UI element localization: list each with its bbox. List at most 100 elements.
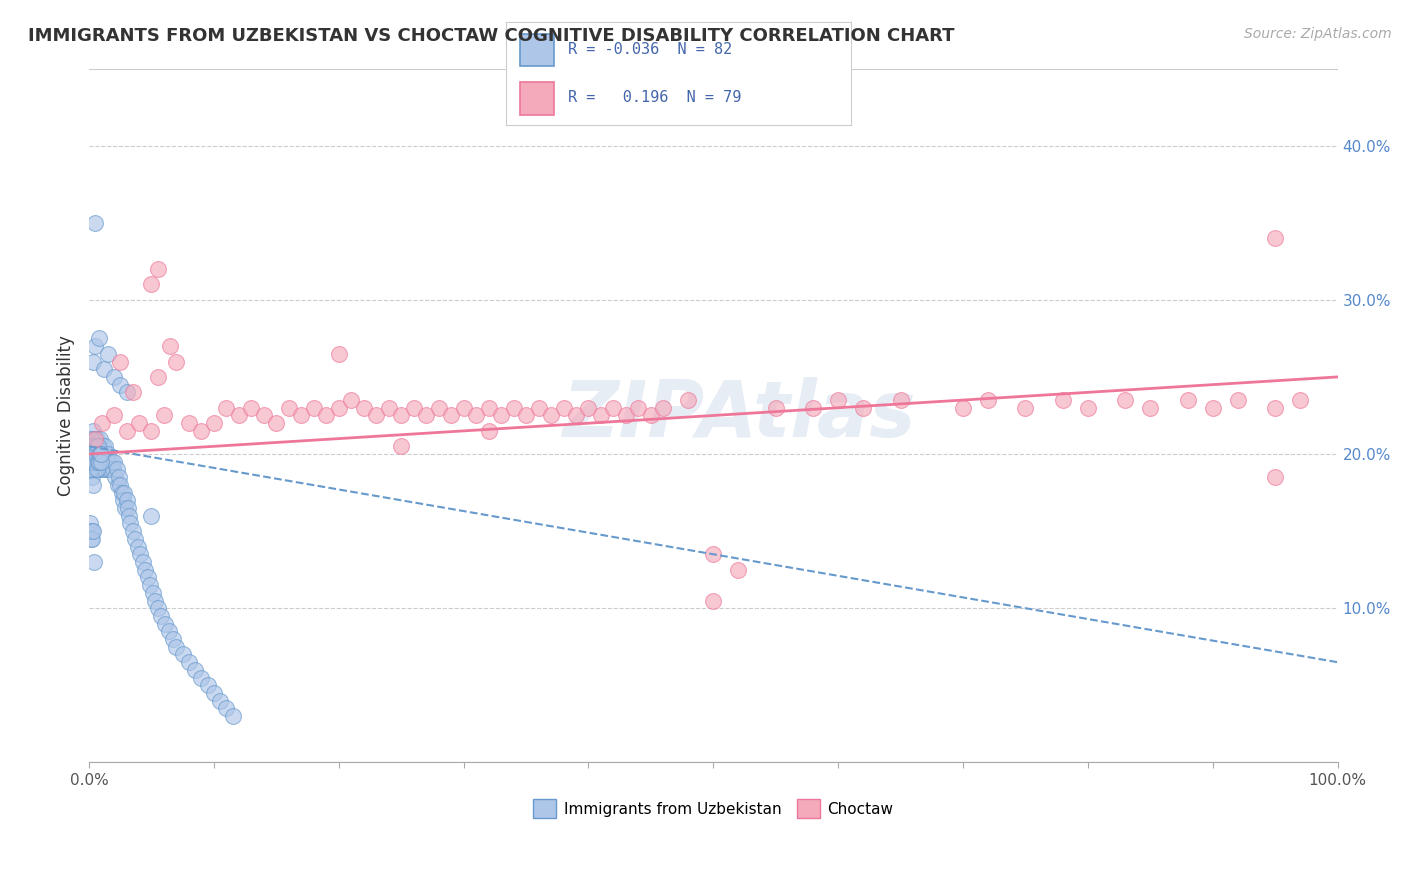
Point: [121, 385, 143, 400]
Point: [678, 392, 700, 407]
Point: [93, 447, 115, 461]
Point: [952, 401, 974, 415]
Point: [86, 447, 108, 461]
Point: [87, 447, 110, 461]
Point: [84, 439, 107, 453]
Point: [146, 262, 169, 277]
Point: [1264, 401, 1286, 415]
Point: [1202, 401, 1225, 415]
Point: [143, 593, 166, 607]
Point: [1177, 392, 1199, 407]
Point: [80, 455, 103, 469]
Point: [127, 540, 149, 554]
Point: [90, 416, 112, 430]
Point: [107, 478, 129, 492]
Point: [515, 409, 537, 423]
Point: [215, 401, 238, 415]
Point: [90, 455, 112, 469]
Point: [827, 392, 849, 407]
Point: [228, 409, 250, 423]
Point: [627, 401, 650, 415]
Point: [80, 532, 103, 546]
Point: [82, 478, 104, 492]
Point: [478, 424, 501, 438]
Point: [128, 416, 150, 430]
Point: [565, 409, 588, 423]
Point: [702, 547, 724, 561]
Point: [80, 462, 103, 476]
Point: [132, 555, 155, 569]
Point: [83, 447, 105, 461]
Point: [84, 339, 107, 353]
Point: [79, 516, 101, 531]
Point: [84, 432, 107, 446]
Point: [141, 424, 163, 438]
Point: [266, 416, 288, 430]
Point: [101, 462, 124, 476]
Point: [110, 377, 132, 392]
Point: [104, 470, 127, 484]
Point: [184, 663, 207, 677]
Text: R = -0.036  N = 82: R = -0.036 N = 82: [568, 43, 733, 57]
Point: [93, 362, 115, 376]
Point: [94, 439, 117, 453]
Point: [83, 439, 105, 453]
Point: [1139, 401, 1161, 415]
Point: [527, 401, 550, 415]
Point: [87, 439, 110, 453]
Point: [82, 354, 104, 368]
Point: [80, 470, 103, 484]
Point: [79, 524, 101, 538]
Point: [134, 563, 156, 577]
Point: [502, 401, 524, 415]
Point: [90, 447, 112, 461]
Text: IMMIGRANTS FROM UZBEKISTAN VS CHOCTAW COGNITIVE DISABILITY CORRELATION CHART: IMMIGRANTS FROM UZBEKISTAN VS CHOCTAW CO…: [28, 27, 955, 45]
Point: [98, 455, 121, 469]
Point: [87, 331, 110, 345]
Point: [84, 447, 107, 461]
Point: [139, 578, 162, 592]
Point: [114, 501, 136, 516]
Point: [86, 439, 108, 453]
Point: [389, 409, 412, 423]
Point: [890, 392, 912, 407]
Y-axis label: Cognitive Disability: Cognitive Disability: [58, 335, 75, 496]
Point: [90, 447, 112, 461]
Point: [80, 439, 103, 453]
Point: [103, 370, 125, 384]
Point: [190, 424, 212, 438]
Point: [389, 439, 412, 453]
Point: [328, 401, 350, 415]
Point: [86, 432, 108, 446]
Point: [166, 354, 188, 368]
Point: [602, 401, 624, 415]
Point: [82, 424, 104, 438]
Point: [652, 401, 675, 415]
Point: [82, 462, 104, 476]
Point: [91, 439, 114, 453]
Point: [124, 532, 146, 546]
Point: [118, 508, 141, 523]
Point: [108, 470, 131, 484]
Point: [97, 462, 120, 476]
Point: [1014, 401, 1036, 415]
Point: [209, 694, 232, 708]
Point: [82, 455, 104, 469]
Text: ZIPAtlas: ZIPAtlas: [561, 377, 915, 453]
FancyBboxPatch shape: [520, 34, 554, 66]
Point: [141, 277, 163, 292]
Point: [540, 409, 562, 423]
Point: [765, 401, 787, 415]
Point: [115, 385, 138, 400]
Point: [489, 409, 512, 423]
Point: [117, 501, 139, 516]
Point: [162, 632, 184, 646]
Point: [202, 686, 225, 700]
Point: [1226, 392, 1249, 407]
Point: [977, 392, 1000, 407]
Point: [110, 354, 132, 368]
Point: [415, 409, 437, 423]
Point: [177, 416, 200, 430]
Point: [79, 447, 101, 461]
Point: [377, 401, 399, 415]
